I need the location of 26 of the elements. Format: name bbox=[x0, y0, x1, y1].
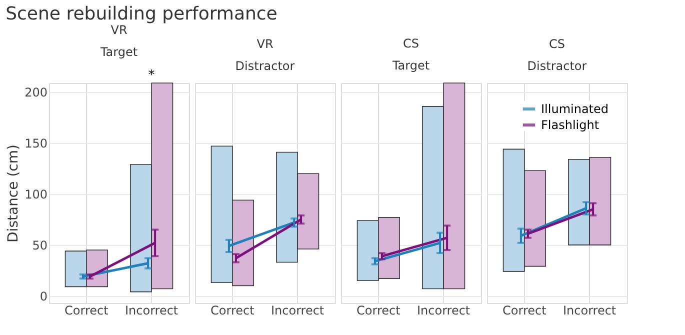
chart-subtitle: Distractor bbox=[527, 59, 587, 73]
x-tick-label: Correct bbox=[356, 304, 401, 318]
chart-title: CS bbox=[403, 36, 419, 51]
y-tick-label: 100 bbox=[24, 188, 48, 202]
y-tick-label: 50 bbox=[32, 238, 48, 252]
x-tick-label: Correct bbox=[64, 304, 109, 318]
y-tick-label: 0 bbox=[40, 289, 48, 304]
chart-title: VR bbox=[256, 37, 274, 51]
legend-label: Illuminated bbox=[541, 102, 608, 116]
y-tick-label: 150 bbox=[24, 136, 48, 151]
annotation: * bbox=[148, 68, 156, 83]
chart-subtitle: Target bbox=[391, 58, 430, 73]
x-tick-label: Incorrect bbox=[124, 304, 178, 318]
y-tick-label: 200 bbox=[24, 86, 48, 100]
x-tick-label: Correct bbox=[210, 304, 255, 318]
text: Scene rebuilding performance bbox=[6, 4, 278, 24]
chart-title: CS bbox=[549, 37, 565, 51]
x-tick-label: Incorrect bbox=[270, 304, 324, 318]
x-tick-label: Incorrect bbox=[416, 304, 470, 318]
chart-subtitle: Target bbox=[99, 45, 138, 59]
chart-subtitle: Distractor bbox=[235, 59, 295, 73]
legend-label: Flashlight bbox=[541, 118, 600, 132]
y-axis-title: Distance (cm) bbox=[6, 144, 22, 242]
chart-title: VR bbox=[110, 23, 128, 37]
x-tick-label: Incorrect bbox=[562, 304, 616, 318]
x-tick-label: Correct bbox=[502, 304, 547, 318]
